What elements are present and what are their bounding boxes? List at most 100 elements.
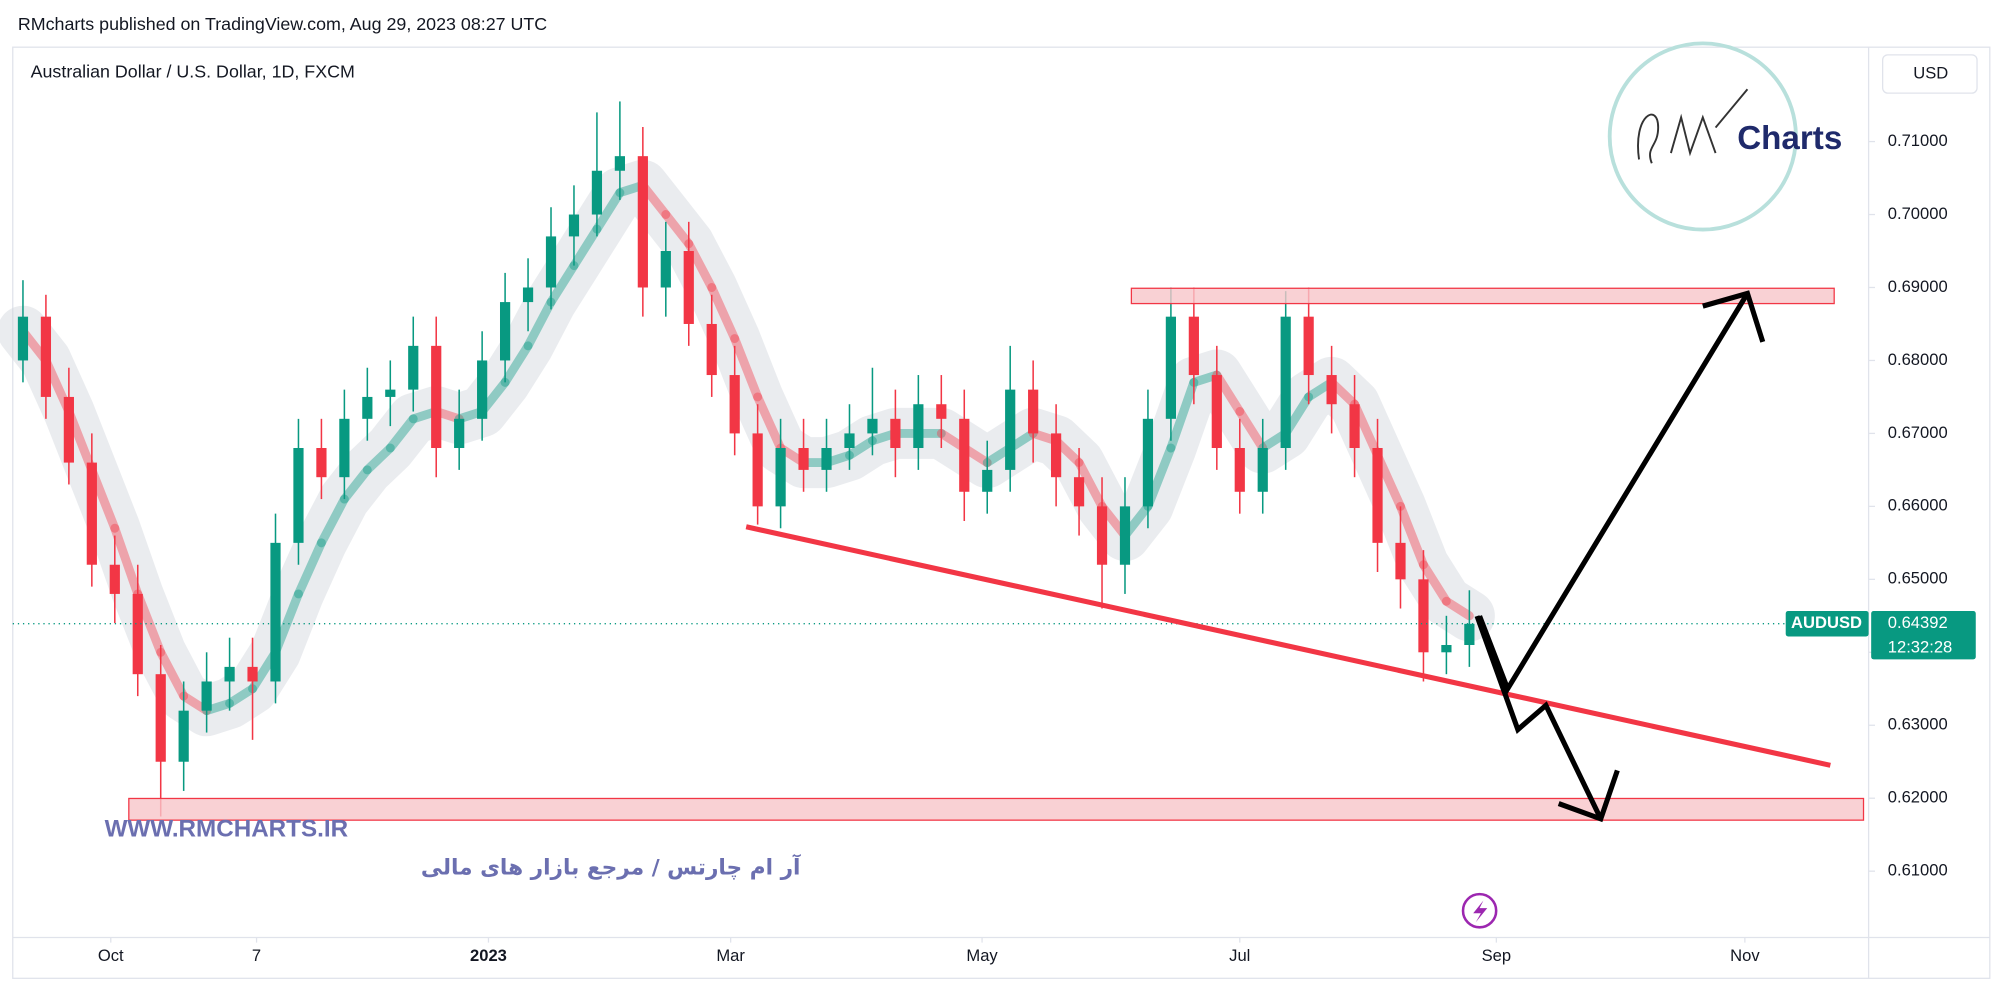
candle-body: [499, 302, 511, 361]
candle-body: [247, 666, 258, 682]
y-tick-label: 0.66000: [1888, 496, 1948, 515]
candle-body: [339, 418, 350, 478]
candle-body: [936, 404, 947, 419]
last-price-label: 0.64392: [1888, 613, 1948, 632]
candle-body: [798, 448, 809, 470]
candle-body: [1418, 579, 1429, 653]
candle-body: [86, 462, 97, 565]
candle-body: [959, 418, 970, 492]
candle-body: [591, 170, 603, 215]
candle-body: [1441, 644, 1452, 653]
ma-segment: [523, 297, 556, 351]
candle-body: [1211, 375, 1222, 449]
ma-segment: [845, 436, 877, 460]
trend-line: [745, 524, 1831, 768]
candle-body: [568, 214, 580, 237]
header: RMcharts published on TradingView.com, A…: [18, 14, 547, 34]
watermark: WWW.RMCHARTS.IR: [105, 816, 349, 843]
candle-body: [1028, 389, 1039, 434]
resistance-zone: [1130, 287, 1835, 305]
y-tick-label: 0.63000: [1888, 715, 1948, 734]
candle-body: [408, 345, 419, 390]
candle-body: [1395, 542, 1406, 580]
ma-segment: [1074, 458, 1107, 511]
ma-segment: [385, 414, 418, 453]
candle-body: [1372, 448, 1383, 543]
candle-body: [132, 593, 143, 675]
symbol-label: AUDUSD: [1791, 613, 1862, 632]
candle-body: [1119, 506, 1131, 565]
candle-body: [454, 418, 465, 449]
arrow-head: [1702, 290, 1766, 343]
ma-segment: [753, 392, 786, 453]
arrow-head: [1557, 769, 1620, 823]
candle-body: [477, 360, 488, 419]
y-tick-label: 0.67000: [1888, 423, 1948, 442]
candle-body: [109, 564, 120, 594]
x-tick-label: Sep: [1482, 946, 1512, 965]
ma-segment: [500, 341, 533, 387]
logo-mark: [1637, 88, 1749, 164]
support-zone: [128, 797, 1865, 821]
ma-segment: [1166, 377, 1199, 453]
candle-body: [775, 448, 786, 507]
y-tick-label: 0.65000: [1888, 569, 1948, 588]
candle-body: [1349, 404, 1360, 449]
price-tag: [1871, 610, 1976, 660]
x-tick-label: May: [966, 946, 998, 965]
x-tick-label: 7: [252, 946, 261, 965]
candle-body: [821, 448, 832, 470]
x-tick-label: Oct: [98, 946, 124, 965]
ma-segment: [225, 684, 258, 708]
candle-body: [752, 433, 763, 507]
candle-body: [224, 666, 235, 682]
candle-body: [614, 156, 625, 171]
candle-body: [1188, 316, 1199, 376]
x-tick-label: 2023: [470, 946, 507, 965]
ma-segment: [569, 224, 602, 271]
candle-body: [1005, 389, 1016, 470]
candle-body: [17, 316, 29, 361]
ma-segment: [1418, 560, 1451, 606]
candle-body: [637, 156, 648, 288]
candle-body: [545, 236, 557, 288]
candle-body: [1142, 418, 1154, 507]
ma-segment: [684, 239, 717, 292]
x-tick-label: Nov: [1730, 946, 1760, 965]
ma-band: [0, 159, 1495, 737]
ma-segment: [316, 494, 349, 548]
x-tick-label: Mar: [716, 946, 745, 965]
candle-body: [844, 433, 855, 449]
candle-body: [431, 345, 442, 449]
candle-body: [1464, 623, 1475, 645]
candle-body: [40, 316, 52, 397]
candle-body: [362, 396, 373, 419]
candle-body: [913, 404, 924, 449]
candle-body: [63, 396, 74, 463]
candle-body: [729, 375, 740, 434]
candle-body: [1096, 506, 1108, 565]
currency-box: [1882, 54, 1978, 94]
currency: USD: [1913, 63, 1948, 82]
plot: 0.610000.620000.630000.640000.650000.660…: [0, 101, 1976, 965]
symbol-title: Australian Dollar / U.S. Dollar, 1D, FXC…: [31, 61, 355, 81]
logo-ring: [1607, 41, 1798, 232]
ma-segment: [661, 210, 694, 249]
candle-body: [201, 681, 212, 711]
candle-body: [178, 710, 189, 762]
ma-segment: [592, 188, 625, 234]
ma-segment: [1441, 596, 1474, 621]
ma-segment: [110, 523, 143, 599]
candle-body: [1257, 448, 1268, 492]
logo-text: Charts: [1737, 120, 1842, 157]
y-tick-label: 0.71000: [1888, 131, 1948, 150]
candle-body: [1051, 433, 1062, 478]
countdown: 12:32:28: [1888, 637, 1953, 656]
candle-body: [867, 418, 878, 434]
candle-body: [1303, 316, 1314, 376]
candle-body: [1280, 316, 1291, 449]
candle-body: [706, 323, 717, 376]
frame: [12, 46, 1991, 979]
